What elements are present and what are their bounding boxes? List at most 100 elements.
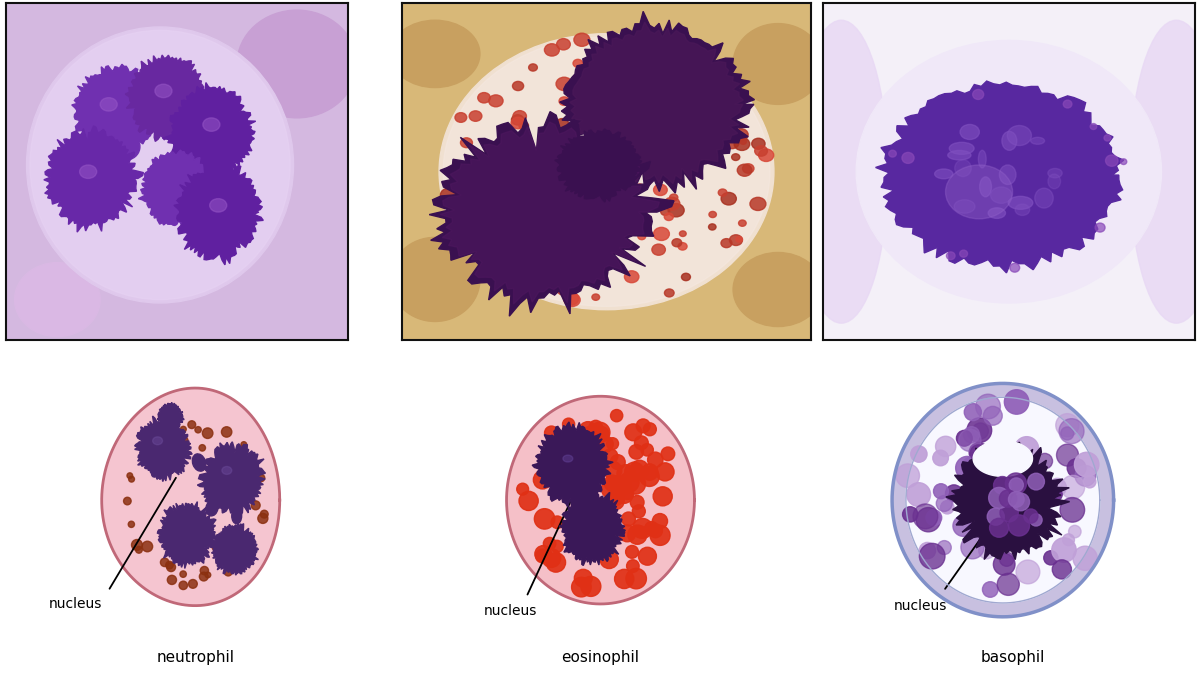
Ellipse shape <box>155 84 172 98</box>
Circle shape <box>588 228 604 240</box>
Polygon shape <box>162 82 256 178</box>
Circle shape <box>1044 551 1058 565</box>
Circle shape <box>626 545 639 558</box>
Circle shape <box>1005 473 1027 494</box>
Circle shape <box>592 294 599 301</box>
Circle shape <box>629 445 644 459</box>
Polygon shape <box>560 489 626 566</box>
Circle shape <box>603 449 617 464</box>
Circle shape <box>590 422 610 443</box>
Circle shape <box>649 158 656 165</box>
Circle shape <box>1106 155 1118 167</box>
Circle shape <box>513 82 524 90</box>
Circle shape <box>641 443 653 456</box>
Circle shape <box>907 483 931 507</box>
Circle shape <box>166 561 173 569</box>
Circle shape <box>725 137 739 149</box>
Circle shape <box>711 97 724 108</box>
Circle shape <box>1063 534 1075 546</box>
Circle shape <box>637 46 650 56</box>
Circle shape <box>124 497 131 505</box>
Ellipse shape <box>119 137 141 160</box>
Circle shape <box>243 475 251 482</box>
Polygon shape <box>102 388 280 606</box>
Circle shape <box>945 485 962 502</box>
Circle shape <box>1056 413 1078 437</box>
Circle shape <box>686 84 700 95</box>
Circle shape <box>1015 437 1039 460</box>
Circle shape <box>562 418 574 430</box>
Circle shape <box>627 560 639 573</box>
Circle shape <box>213 544 220 551</box>
Circle shape <box>1068 458 1086 477</box>
Circle shape <box>910 446 927 462</box>
Text: neutrophil: neutrophil <box>156 651 234 666</box>
Ellipse shape <box>988 208 1005 218</box>
Polygon shape <box>157 403 184 430</box>
Circle shape <box>526 226 533 233</box>
Circle shape <box>533 282 540 288</box>
Circle shape <box>919 543 936 559</box>
Circle shape <box>661 134 670 142</box>
Ellipse shape <box>960 124 979 139</box>
Circle shape <box>205 572 210 578</box>
Ellipse shape <box>126 93 153 116</box>
Polygon shape <box>906 397 1100 603</box>
Circle shape <box>933 450 949 466</box>
Circle shape <box>512 115 524 125</box>
Circle shape <box>217 559 222 564</box>
Circle shape <box>997 573 1020 596</box>
Ellipse shape <box>999 165 1016 184</box>
Circle shape <box>742 164 754 173</box>
Circle shape <box>1069 526 1081 538</box>
Circle shape <box>578 195 590 205</box>
Circle shape <box>649 524 663 538</box>
Ellipse shape <box>955 160 972 177</box>
Circle shape <box>579 422 597 439</box>
Circle shape <box>514 262 524 269</box>
Polygon shape <box>44 126 143 232</box>
Text: nucleus: nucleus <box>484 604 537 618</box>
Circle shape <box>516 483 528 495</box>
Circle shape <box>503 150 509 155</box>
Circle shape <box>681 273 691 281</box>
Circle shape <box>180 571 186 577</box>
Circle shape <box>692 81 701 89</box>
Circle shape <box>528 64 537 71</box>
Circle shape <box>580 426 600 446</box>
Circle shape <box>610 492 623 505</box>
Circle shape <box>136 547 142 554</box>
Ellipse shape <box>207 500 217 516</box>
Polygon shape <box>440 122 659 304</box>
Circle shape <box>640 466 659 486</box>
Circle shape <box>600 550 619 568</box>
Circle shape <box>199 572 208 581</box>
Circle shape <box>1059 419 1085 443</box>
Circle shape <box>664 289 674 297</box>
Circle shape <box>668 203 685 217</box>
Circle shape <box>1023 509 1038 523</box>
Circle shape <box>615 569 634 589</box>
Circle shape <box>566 279 575 287</box>
Circle shape <box>629 42 643 52</box>
Circle shape <box>653 487 673 506</box>
Circle shape <box>551 516 563 528</box>
Ellipse shape <box>733 252 823 326</box>
Ellipse shape <box>945 165 1012 219</box>
Circle shape <box>229 534 237 541</box>
Polygon shape <box>507 396 694 604</box>
Ellipse shape <box>949 142 974 154</box>
Circle shape <box>258 513 268 524</box>
Circle shape <box>238 542 247 551</box>
Circle shape <box>638 233 646 239</box>
Ellipse shape <box>443 37 770 306</box>
Circle shape <box>737 164 752 176</box>
Circle shape <box>718 189 727 197</box>
Ellipse shape <box>30 31 291 300</box>
Circle shape <box>127 473 132 479</box>
Circle shape <box>538 260 550 270</box>
Circle shape <box>647 452 663 467</box>
Circle shape <box>964 403 981 421</box>
Circle shape <box>625 271 639 283</box>
Circle shape <box>564 293 580 307</box>
